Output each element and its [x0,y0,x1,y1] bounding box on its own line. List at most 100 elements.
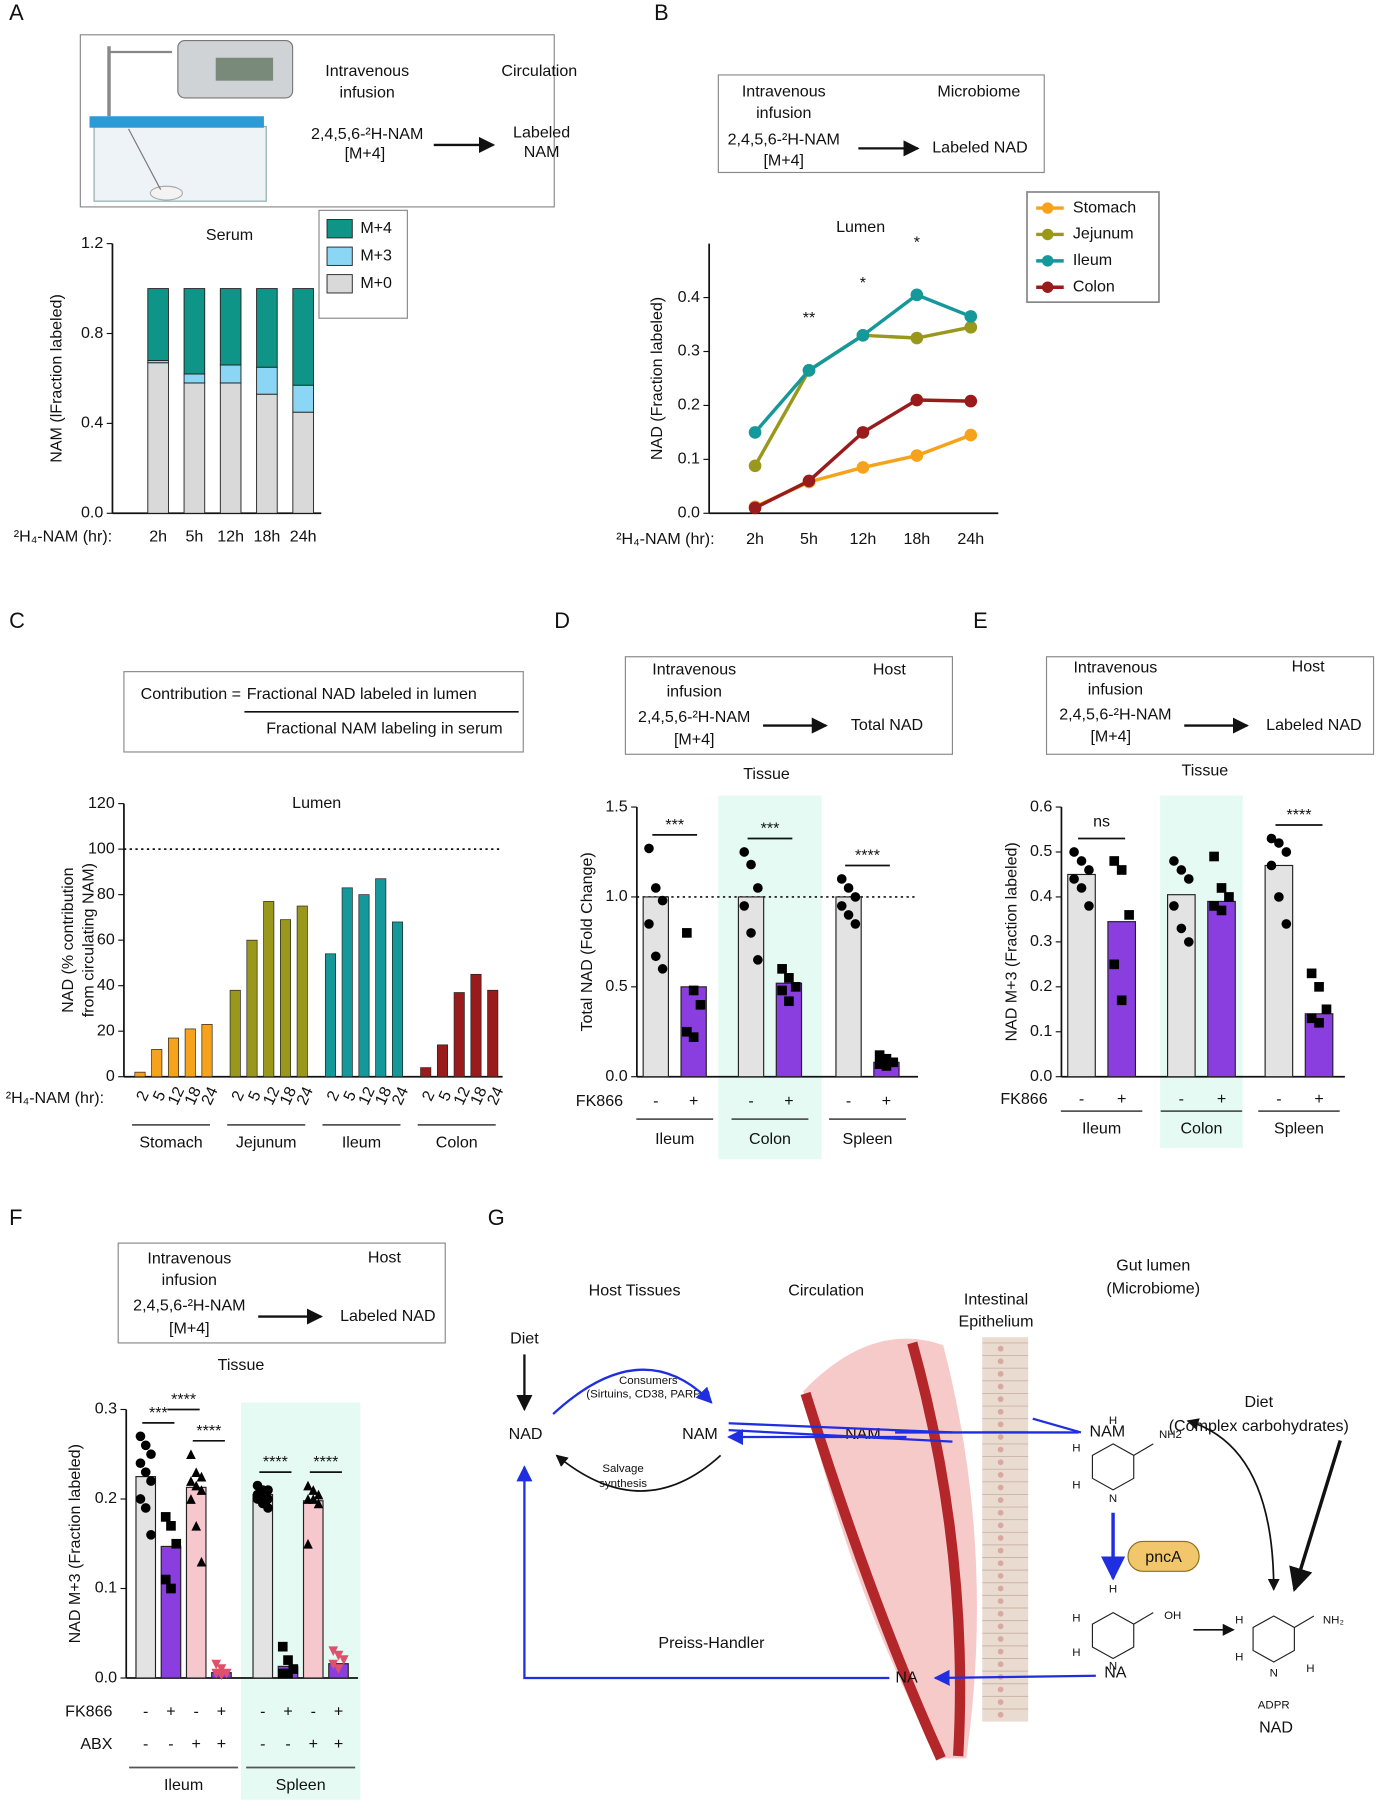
bar [296,905,308,1078]
significance-label: **** [171,1391,196,1409]
line-point [910,449,924,462]
group-label: Ileum [1082,1120,1121,1138]
data-point [657,964,668,974]
x-tick-label: 5h [185,528,203,546]
atom: H [1109,1415,1117,1427]
label: infusion [340,84,395,102]
epithelium-nucleus [997,1661,1004,1668]
legend-label: M+4 [360,219,392,237]
data-point [739,901,750,911]
bar [263,901,275,1078]
data-point [135,1494,146,1504]
label: [M+4] [345,144,386,162]
group-shade [718,795,822,1160]
label: Diet [1245,1393,1274,1411]
data-point [1116,865,1127,875]
y-tick-label: 0 [106,1067,115,1085]
data-point [739,847,750,857]
label: NA [1104,1664,1127,1682]
bar-segment [147,288,169,361]
x-tick-label: 24 [388,1084,412,1108]
data-point [328,1659,339,1670]
arrow [1032,1417,1082,1434]
legend-label: M+0 [360,274,392,292]
data-point [186,1494,196,1504]
line-point [964,394,978,408]
line-point [910,393,924,407]
data-point [1281,919,1292,929]
data-point [146,1529,156,1540]
epithelium [982,1337,1029,1722]
data-point [186,1449,196,1460]
legend-swatch [326,219,353,239]
data-point [166,1583,176,1594]
bar [246,939,258,1078]
label: [M+4] [1090,727,1131,745]
condition-label: - [653,1092,658,1110]
data-point [1169,901,1179,911]
legend-swatch [326,274,353,294]
y-axis-label: Total NAD (Fold Change) [578,852,596,1031]
chart-title: Serum [206,226,253,244]
x-tick-label: 18h [254,528,281,546]
data-point [843,910,854,920]
y-tick-label: 0.1 [678,450,700,468]
y-tick-label: 0.4 [1030,887,1052,905]
structure [1252,1615,1315,1663]
data-point [1274,892,1284,902]
bar [151,1049,163,1078]
x-tick-label: 2h [149,528,167,546]
infusion-illustration [89,39,294,202]
label: 2,4,5,6-²H-NAM [1059,706,1171,724]
structure [1091,1611,1154,1660]
y-axis-label: NAD (% contribution [59,867,77,1012]
bar [1167,894,1196,1078]
data-point [874,1059,885,1069]
data-point [644,919,654,929]
epithelium-nucleus [997,1522,1004,1529]
x-tick-label: 24h [957,530,984,548]
data-point [850,919,861,929]
bar-segment [219,382,242,514]
data-point [146,1476,156,1486]
panel-label: E [973,608,988,633]
cage-lid [89,116,264,128]
data-point [196,1485,207,1495]
line-point [802,364,816,377]
condition-label: + [882,1092,891,1110]
label: Host Tissues [589,1282,681,1300]
line-point [856,426,870,439]
arrow [1186,1418,1280,1591]
atom: H [1072,1612,1080,1624]
scheme-box [1045,656,1375,755]
x-tick-label: 18h [903,530,930,548]
data-point [328,1646,339,1656]
x-tick-label: 12 [450,1084,474,1108]
data-point [1176,865,1187,875]
condition-label: - [260,1735,265,1753]
y-tick-label: 0.4 [81,414,103,432]
bar [453,992,465,1078]
data-point [1176,923,1187,934]
data-point [1209,901,1219,911]
significance-label: **** [263,1453,288,1471]
atom: H [1235,1651,1243,1663]
y-axis-label: NAD M+3 (Fraction labeled) [66,1444,84,1643]
data-point [1183,937,1194,947]
label: pncA [1145,1548,1182,1566]
x-axis-label: ²H₄-NAM (hr): [616,530,714,548]
x-tick-label: 18 [181,1084,205,1108]
line-point [964,310,978,323]
epithelium-nucleus [997,1345,1004,1352]
data-point [1306,968,1317,979]
epithelium-nucleus [997,1535,1004,1541]
label: NAM [1090,1423,1126,1441]
epithelium-nucleus [997,1408,1004,1415]
line-point [964,320,978,334]
bar [134,1071,146,1078]
bar [1207,900,1236,1078]
label: Intestinal [964,1291,1028,1309]
legend-label: Ileum [1073,251,1112,269]
label: 2,4,5,6-²H-NAM [728,131,840,149]
data-point [650,951,661,962]
